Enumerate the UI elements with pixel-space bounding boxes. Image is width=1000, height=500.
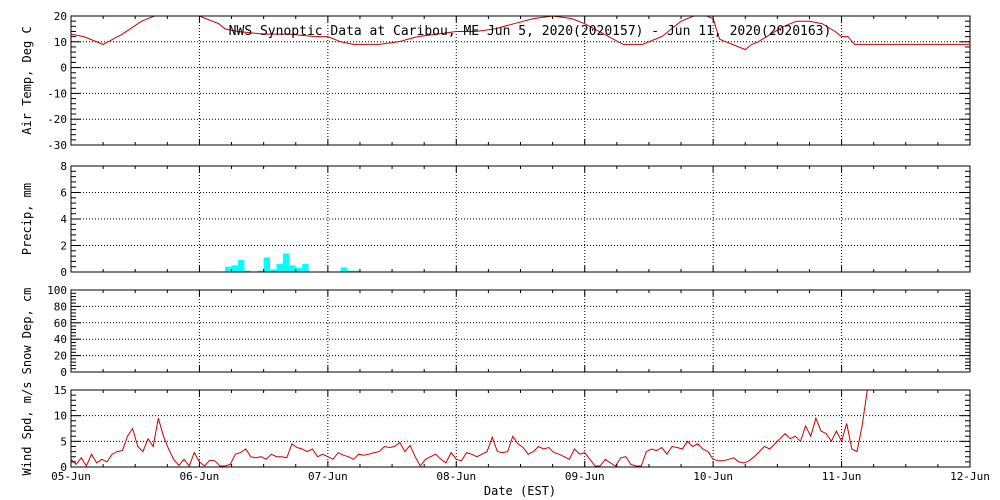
- x-axis-label: Date (EST): [484, 484, 556, 498]
- y-tick-label: 10: [54, 36, 67, 49]
- precip-bar: [244, 270, 251, 272]
- precip-bar: [347, 270, 354, 272]
- y-tick-label: -20: [47, 113, 67, 126]
- panel-frame-precip: [70, 165, 971, 273]
- y-tick-label: 6: [60, 187, 67, 200]
- axis-labels: -30 -20 -10 0 10 20 Air Temp, Deg C 0 2 4 6 8 Precip…: [20, 10, 990, 483]
- x-tick-label: 09-Jun: [565, 470, 605, 483]
- y-tick-label: 60: [54, 317, 67, 330]
- y-tick-label: 20: [54, 350, 67, 363]
- y-tick-label: 8: [60, 160, 67, 173]
- data-marks: [71, 16, 970, 467]
- series-line-air-temp: [71, 16, 970, 51]
- precip-bar: [276, 264, 283, 272]
- y-axis-label-wind: Wind Spd, m/s: [20, 382, 34, 476]
- x-tick-label: 05-Jun: [51, 470, 91, 483]
- precip-bar: [302, 264, 309, 272]
- precip-bar: [353, 270, 360, 272]
- x-tick-label: 06-Jun: [180, 470, 220, 483]
- y-tick-label: 10: [54, 410, 67, 423]
- y-tick-label: -10: [47, 87, 67, 100]
- panel-frame-snow: [70, 289, 971, 373]
- y-tick-label: 2: [60, 240, 67, 253]
- x-tick-label: 10-Jun: [693, 470, 733, 483]
- y-tick-label: 0: [60, 461, 67, 474]
- x-tick-label: 08-Jun: [436, 470, 476, 483]
- y-axis-label-air-temp: Air Temp, Deg C: [20, 26, 34, 134]
- y-tick-label: 80: [54, 300, 67, 313]
- precip-bar: [237, 260, 245, 272]
- precip-bar: [282, 253, 290, 272]
- precip-bar: [270, 269, 277, 272]
- x-tick-label: 07-Jun: [308, 470, 348, 483]
- precip-bar: [263, 257, 271, 272]
- x-tick-label: 12-Jun: [950, 470, 990, 483]
- y-tick-label: 4: [60, 213, 67, 226]
- precip-bar: [225, 266, 232, 272]
- y-tick-label: 0: [60, 62, 67, 75]
- y-axis-label-snow: Snow Dep, cm: [20, 288, 34, 375]
- y-tick-label: 15: [54, 384, 67, 397]
- panel-frames: [70, 15, 971, 468]
- y-tick-label: 20: [54, 10, 67, 23]
- precip-bar: [231, 265, 238, 272]
- panel-frame-wind: [70, 389, 971, 468]
- grid-lines: [71, 16, 970, 467]
- series-line-wind: [71, 390, 868, 467]
- precip-bar: [257, 270, 264, 272]
- axis-ticks: [70, 15, 971, 468]
- y-tick-label: -30: [47, 139, 67, 152]
- y-tick-label: 0: [60, 366, 67, 379]
- x-tick-label: 11-Jun: [822, 470, 862, 483]
- y-tick-label: 100: [47, 284, 67, 297]
- y-tick-label: 0: [60, 266, 67, 279]
- y-tick-label: 5: [60, 435, 67, 448]
- precip-bar: [295, 268, 303, 272]
- y-axis-label-precip: Precip, mm: [20, 183, 34, 255]
- precip-bar: [289, 265, 296, 272]
- precip-bar: [340, 267, 348, 272]
- chart-title: NWS Synoptic Data at Caribou, ME Jun 5, …: [229, 24, 832, 39]
- y-tick-label: 40: [54, 333, 67, 346]
